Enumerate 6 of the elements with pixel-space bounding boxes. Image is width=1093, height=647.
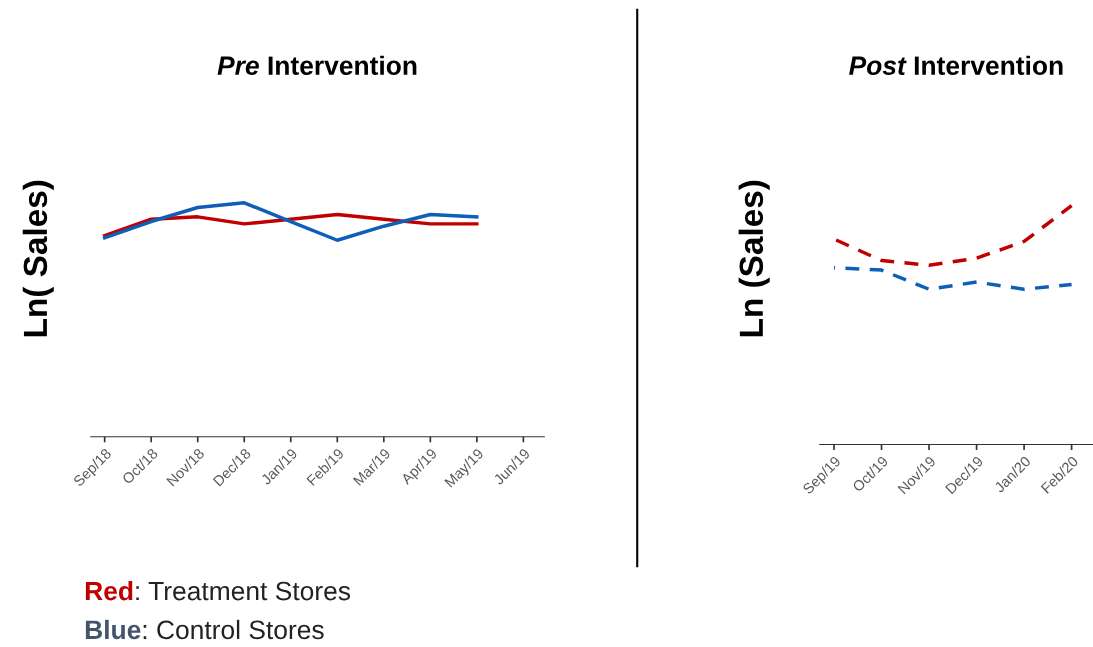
y-axis-title: Ln( Sales) (22, 180, 54, 337)
chart-title: Post Intervention (849, 55, 1063, 76)
y-axis-title: Ln (Sales) (738, 180, 770, 337)
text: Blue: Control Stores (85, 619, 324, 640)
text: Red: Treatment Stores (85, 581, 351, 601)
chart-title: Pre Intervention (217, 55, 417, 76)
